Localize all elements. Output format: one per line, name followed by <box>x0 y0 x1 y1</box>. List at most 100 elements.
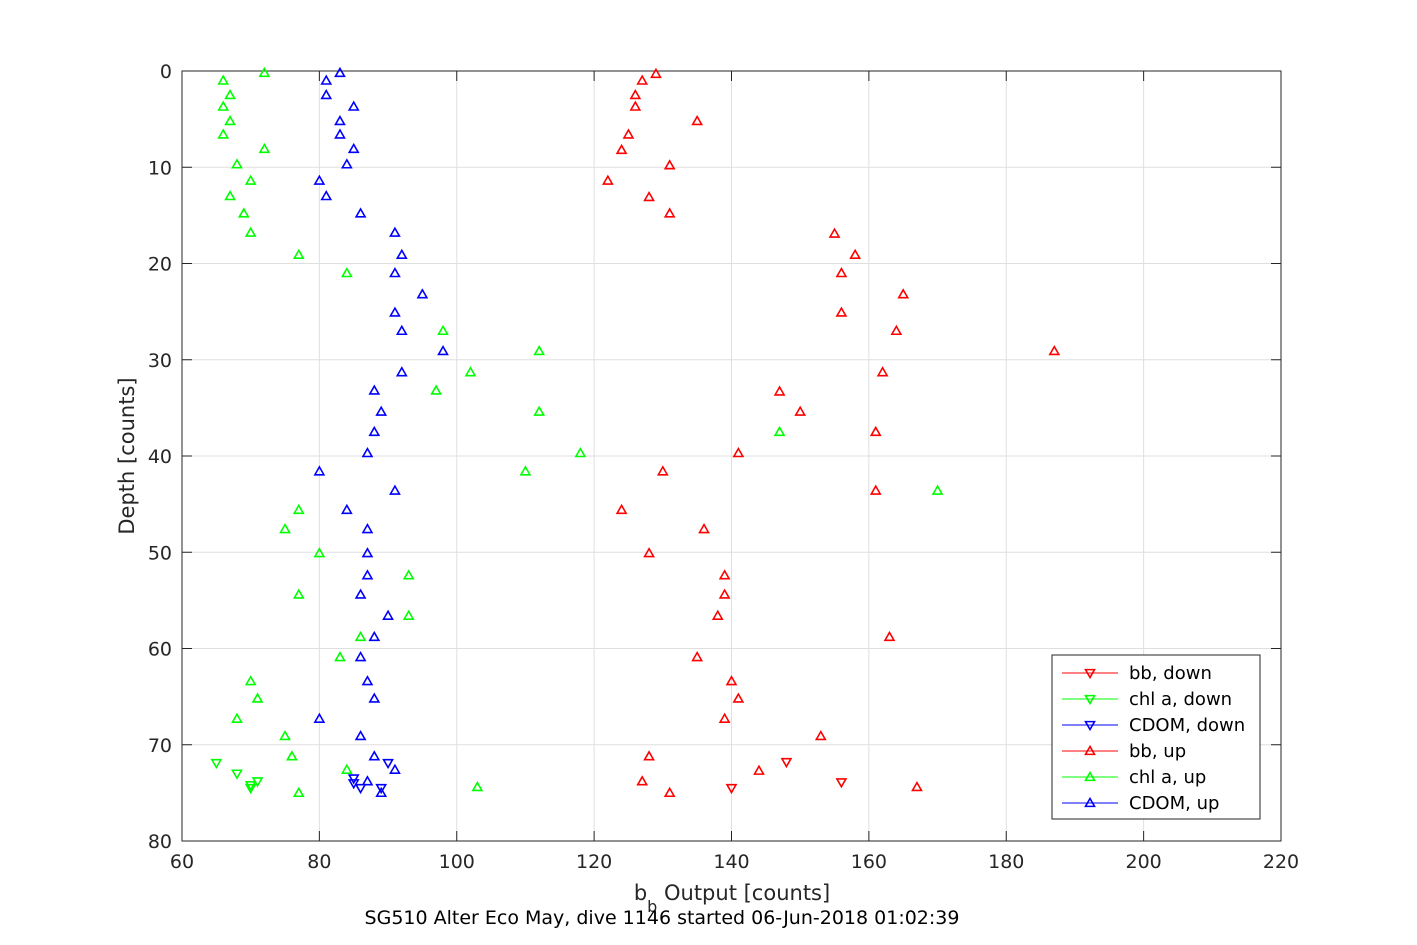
data-point <box>725 675 738 686</box>
data-point <box>279 523 291 534</box>
data-point <box>911 780 923 792</box>
data-point <box>629 88 642 100</box>
data-point <box>883 630 896 642</box>
data-point <box>663 207 676 218</box>
data-point <box>340 503 353 515</box>
data-point <box>244 783 257 795</box>
data-point <box>292 786 305 798</box>
data-point <box>244 226 257 237</box>
data-point <box>334 651 346 662</box>
y-tick-label: 40 <box>148 446 172 468</box>
data-point <box>292 588 305 599</box>
data-point <box>347 100 360 111</box>
data-point <box>395 248 408 260</box>
legend-entry-label: chl a, up <box>1129 767 1206 788</box>
data-point <box>732 447 745 458</box>
data-point <box>258 142 271 154</box>
legend-entry-label: CDOM, up <box>1129 793 1219 814</box>
data-point <box>375 405 388 416</box>
x-tick-label: 100 <box>439 851 475 873</box>
x-tick-label: 160 <box>851 851 887 873</box>
data-point <box>354 729 367 741</box>
legend-marker <box>1084 744 1096 756</box>
data-point <box>890 324 903 336</box>
data-point <box>601 174 614 185</box>
data-point <box>389 484 401 495</box>
data-point <box>430 384 443 395</box>
data-point <box>835 267 848 278</box>
data-point <box>753 764 765 775</box>
data-point <box>313 465 326 476</box>
data-point <box>780 757 793 769</box>
data-point <box>828 227 841 238</box>
data-point <box>389 226 401 237</box>
data-point <box>1048 344 1061 356</box>
data-point <box>224 114 236 126</box>
x-tick-label: 180 <box>988 851 1024 873</box>
x-axis-label-subscript: b <box>647 897 657 916</box>
data-point <box>244 675 257 686</box>
data-point <box>258 66 271 78</box>
data-point <box>368 384 381 395</box>
data-point <box>361 675 374 686</box>
y-tick-label: 70 <box>148 735 172 757</box>
y-tick-label: 50 <box>148 542 172 564</box>
data-point <box>519 465 532 476</box>
data-point <box>876 366 889 377</box>
data-point <box>849 248 862 260</box>
data-point <box>897 288 910 299</box>
data-point <box>251 777 264 788</box>
data-point <box>814 729 827 741</box>
data-point <box>643 547 655 558</box>
data-marks <box>210 66 1061 798</box>
data-point <box>361 547 374 558</box>
data-point <box>402 569 415 580</box>
data-point <box>313 174 326 185</box>
data-point <box>354 588 367 599</box>
legend-entry-label: bb, up <box>1129 741 1186 762</box>
data-point <box>395 324 408 336</box>
data-point <box>622 128 635 139</box>
data-point <box>320 190 333 201</box>
legend-box <box>1051 654 1261 820</box>
data-point <box>217 100 230 111</box>
data-point <box>210 758 223 770</box>
legend: bb, down chl a, down CDOM, down bb, up chl a… <box>1051 654 1261 820</box>
data-point <box>643 750 655 761</box>
data-point <box>718 569 731 580</box>
y-tick-label: 30 <box>148 350 172 372</box>
data-point <box>340 158 353 169</box>
data-point <box>691 651 704 662</box>
data-point <box>334 114 346 126</box>
data-point <box>251 692 264 703</box>
data-point <box>794 405 807 416</box>
data-point <box>471 780 484 792</box>
data-point <box>334 128 346 139</box>
data-point <box>354 651 367 662</box>
data-point <box>313 712 326 723</box>
data-point <box>361 569 374 580</box>
x-tick-label: 220 <box>1263 851 1299 873</box>
legend-marker <box>1084 694 1096 706</box>
legend-marker <box>1084 720 1096 732</box>
data-point <box>869 425 882 437</box>
data-point <box>615 503 628 515</box>
data-point <box>375 783 388 795</box>
data-point <box>354 783 367 795</box>
data-point <box>354 630 367 642</box>
x-tick-label: 80 <box>307 851 331 873</box>
data-point <box>574 447 587 458</box>
x-tick-label: 200 <box>1125 851 1161 873</box>
legend-entry-label: chl a, down <box>1129 689 1232 710</box>
x-tick-label: 140 <box>713 851 749 873</box>
data-point <box>286 750 298 761</box>
x-axis-label-suffix: Output [counts] <box>657 881 830 905</box>
data-point <box>718 588 731 599</box>
data-point <box>217 74 230 85</box>
data-point <box>732 692 745 703</box>
data-point <box>292 248 305 260</box>
data-point <box>437 344 449 356</box>
data-point <box>320 88 333 100</box>
data-point <box>643 190 655 202</box>
